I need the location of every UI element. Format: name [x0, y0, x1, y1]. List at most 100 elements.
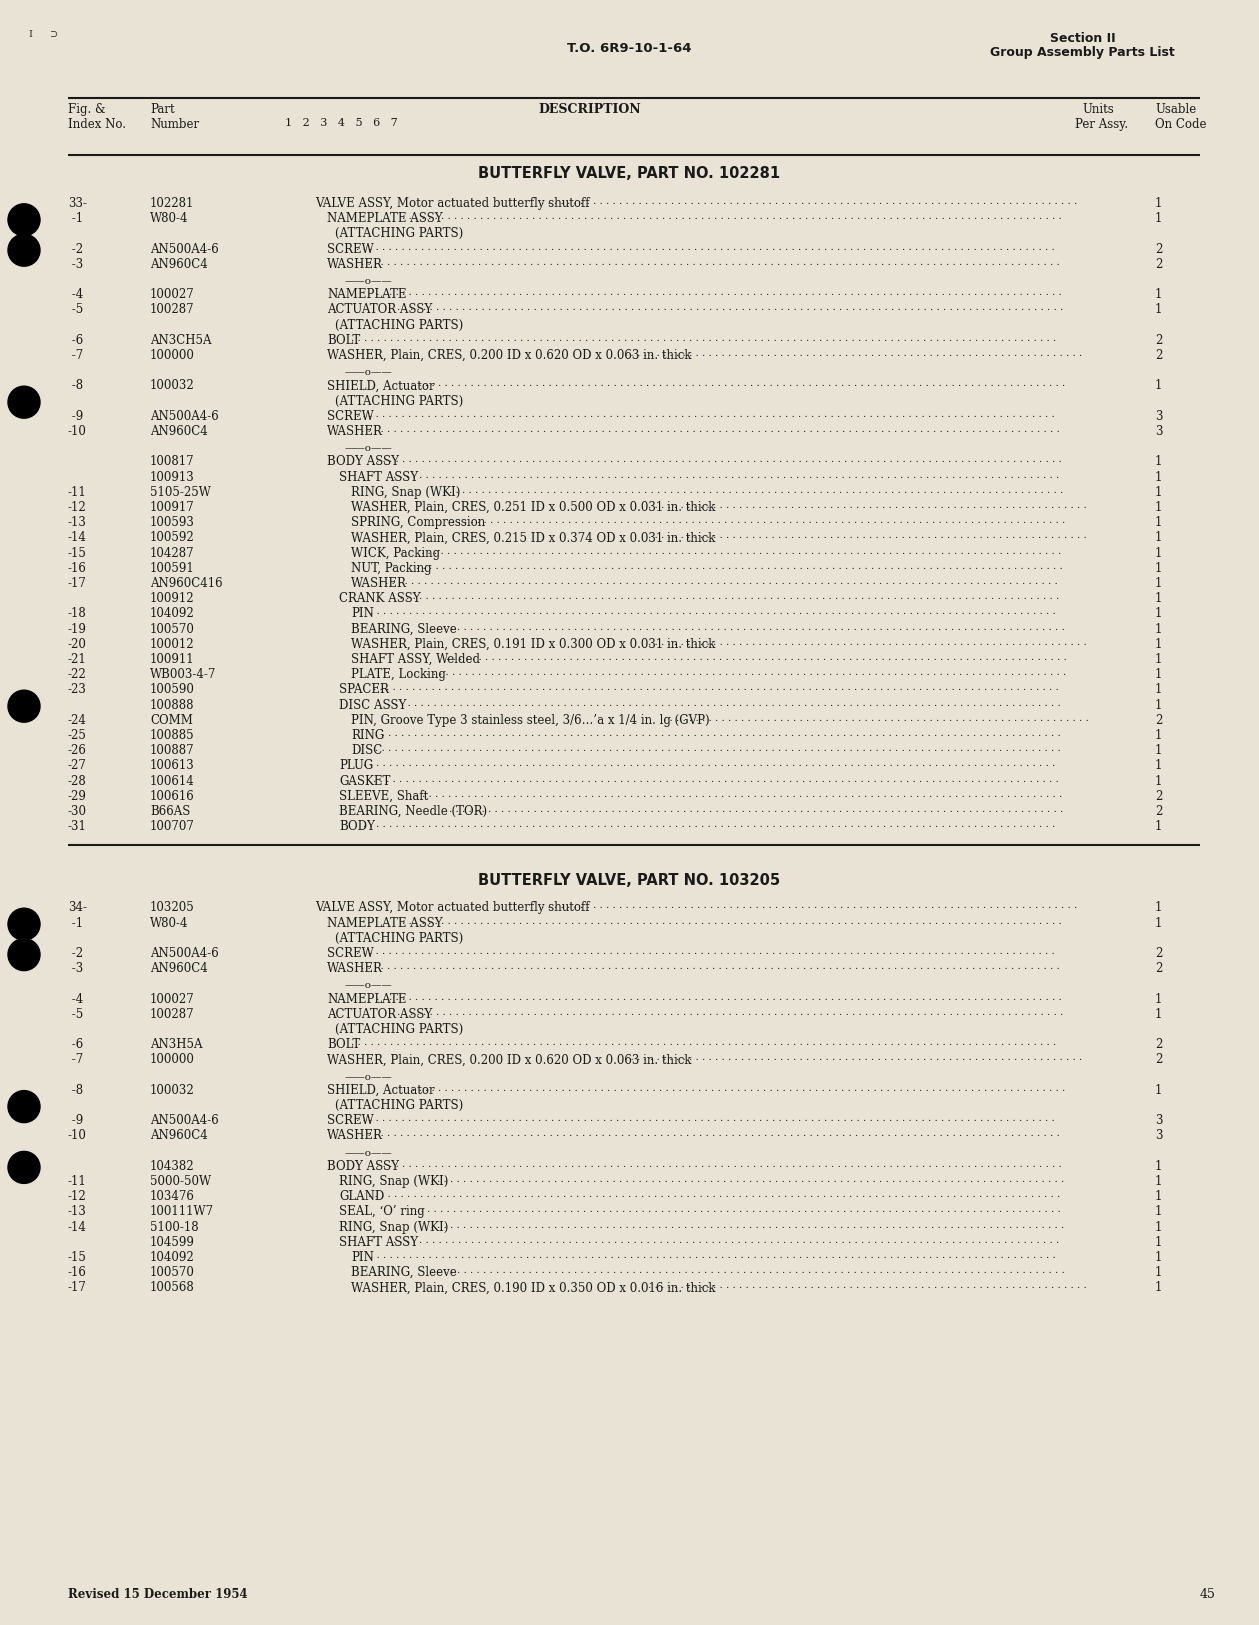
Text: -3: -3	[68, 962, 83, 975]
Text: -7: -7	[68, 1053, 83, 1066]
Text: 1: 1	[1155, 1190, 1162, 1202]
Text: Part: Part	[150, 102, 175, 115]
Text: 1: 1	[1155, 1160, 1162, 1173]
Text: 2: 2	[1155, 1038, 1162, 1051]
Text: 1: 1	[1155, 1235, 1162, 1248]
Text: -15: -15	[68, 546, 87, 559]
Text: SHAFT ASSY: SHAFT ASSY	[339, 471, 418, 484]
Text: -2: -2	[68, 947, 83, 960]
Text: 1: 1	[1155, 744, 1162, 757]
Text: 100591: 100591	[150, 562, 195, 575]
Text: (ATTACHING PARTS): (ATTACHING PARTS)	[335, 395, 463, 408]
Text: . . . . . . . . . . . . . . . . . . . . . . . . . . . . . . . . . . . . . . . . : . . . . . . . . . . . . . . . . . . . . …	[376, 455, 1065, 465]
Text: Section II: Section II	[1050, 32, 1115, 46]
Text: GASKET: GASKET	[339, 775, 390, 788]
Text: NAMEPLATE ASSY: NAMEPLATE ASSY	[327, 213, 443, 226]
Text: PIN: PIN	[351, 608, 374, 621]
Text: . . . . . . . . . . . . . . . . . . . . . . . . . . . . . . . . . . . . . . . . : . . . . . . . . . . . . . . . . . . . . …	[356, 242, 1059, 252]
Text: . . . . . . . . . . . . . . . . . . . . . . . . . . . . . . . . . . . . . . . . : . . . . . . . . . . . . . . . . . . . . …	[409, 790, 1065, 800]
Text: 100590: 100590	[150, 684, 195, 697]
Text: 1: 1	[1155, 486, 1162, 499]
Text: 100887: 100887	[150, 744, 195, 757]
Text: SHIELD, Actuator: SHIELD, Actuator	[327, 1084, 434, 1097]
Text: 1: 1	[1155, 1266, 1162, 1279]
Text: WASHER, Plain, CRES, 0.215 ID x 0.374 OD x 0.031 in. thick: WASHER, Plain, CRES, 0.215 ID x 0.374 OD…	[351, 531, 715, 544]
Text: W80-4: W80-4	[150, 213, 189, 226]
Text: . . . . . . . . . . . . . . . . . . . . . . . . . . . . . . . . . . . . . . . . : . . . . . . . . . . . . . . . . . . . . …	[351, 333, 1060, 343]
Text: . . . . . . . . . . . . . . . . . . . . . . . . . . . . . . . . . . . . . . . . : . . . . . . . . . . . . . . . . . . . . …	[375, 744, 1064, 754]
Text: 100027: 100027	[150, 288, 195, 301]
Text: -12: -12	[68, 500, 87, 514]
Text: -24: -24	[68, 713, 87, 726]
Text: 100111W7: 100111W7	[150, 1206, 214, 1219]
Text: ——o——: ——o——	[345, 276, 393, 286]
Text: 3: 3	[1155, 410, 1162, 422]
Text: T.O. 6R9-10-1-64: T.O. 6R9-10-1-64	[567, 42, 691, 55]
Text: . . . . . . . . . . . . . . . . . . . . . . . . . . . . . . . . . . . . . . . . : . . . . . . . . . . . . . . . . . . . . …	[368, 1190, 1064, 1199]
Text: PLUG: PLUG	[339, 759, 373, 772]
Text: -13: -13	[68, 1206, 87, 1219]
Text: -27: -27	[68, 759, 87, 772]
Text: WASHER: WASHER	[327, 1129, 383, 1142]
Text: . . . . . . . . . . . . . . . . . . . . . . . . . . . . . . . . . . . . . . . . : . . . . . . . . . . . . . . . . . . . . …	[356, 1115, 1059, 1123]
Text: SHAFT ASSY: SHAFT ASSY	[339, 1235, 418, 1248]
Text: . . . . . . . . . . . . . . . . . . . . . . . . . . . . . . . . . . . . . . . . : . . . . . . . . . . . . . . . . . . . . …	[415, 562, 1065, 570]
Text: 1: 1	[1155, 608, 1162, 621]
Text: -16: -16	[68, 1266, 87, 1279]
Text: I: I	[28, 29, 31, 39]
Circle shape	[8, 908, 40, 941]
Text: 1: 1	[1155, 821, 1162, 834]
Text: ——o——: ——o——	[345, 1149, 393, 1157]
Text: AN500A4-6: AN500A4-6	[150, 242, 219, 255]
Text: -17: -17	[68, 577, 87, 590]
Text: . . . . . . . . . . . . . . . . . . . . . . . . . . . . . . . . . . . . . . . . : . . . . . . . . . . . . . . . . . . . . …	[648, 637, 1090, 647]
Text: -23: -23	[68, 684, 87, 697]
Text: BEARING, Needle (TOR): BEARING, Needle (TOR)	[339, 804, 487, 817]
Text: DISC ASSY: DISC ASSY	[339, 699, 407, 712]
Text: AN500A4-6: AN500A4-6	[150, 410, 219, 422]
Text: AN960C4: AN960C4	[150, 426, 208, 439]
Text: 1: 1	[1155, 902, 1162, 915]
Text: (ATTACHING PARTS): (ATTACHING PARTS)	[335, 1098, 463, 1112]
Text: . . . . . . . . . . . . . . . . . . . . . . . . . . . . . . . . . . . . . . . . : . . . . . . . . . . . . . . . . . . . . …	[663, 713, 1092, 723]
Text: 1: 1	[1155, 288, 1162, 301]
Text: -11: -11	[68, 1175, 87, 1188]
Text: -30: -30	[68, 804, 87, 817]
Text: 1: 1	[1155, 622, 1162, 635]
Text: 100032: 100032	[150, 379, 195, 392]
Text: 2: 2	[1155, 333, 1162, 346]
Text: ACTUATOR ASSY: ACTUATOR ASSY	[327, 1008, 432, 1020]
Text: SCREW: SCREW	[327, 947, 374, 960]
Text: SHAFT ASSY, Welded: SHAFT ASSY, Welded	[351, 653, 480, 666]
Text: . . . . . . . . . . . . . . . . . . . . . . . . . . . . . . . . . . . . . . . . : . . . . . . . . . . . . . . . . . . . . …	[541, 197, 1080, 206]
Text: -5: -5	[68, 304, 83, 317]
Text: 3: 3	[1155, 1115, 1162, 1128]
Text: 104382: 104382	[150, 1160, 195, 1173]
Text: PIN: PIN	[351, 1251, 374, 1264]
Circle shape	[8, 234, 40, 266]
Text: 100911: 100911	[150, 653, 195, 666]
Text: BUTTERFLY VALVE, PART NO. 102281: BUTTERFLY VALVE, PART NO. 102281	[478, 166, 781, 180]
Text: WASHER: WASHER	[351, 577, 407, 590]
Text: Revised 15 December 1954: Revised 15 December 1954	[68, 1588, 248, 1601]
Text: -12: -12	[68, 1190, 87, 1202]
Text: AN960C4: AN960C4	[150, 962, 208, 975]
Text: -8: -8	[68, 1084, 83, 1097]
Text: RING: RING	[351, 730, 384, 743]
Text: WICK, Packing: WICK, Packing	[351, 546, 441, 559]
Text: ——o——: ——o——	[345, 444, 393, 453]
Text: -14: -14	[68, 531, 87, 544]
Text: 5105-25W: 5105-25W	[150, 486, 210, 499]
Text: -29: -29	[68, 790, 87, 803]
Text: 104599: 104599	[150, 1235, 195, 1248]
Text: WB003-4-7: WB003-4-7	[150, 668, 217, 681]
Text: (ATTACHING PARTS): (ATTACHING PARTS)	[335, 318, 463, 331]
Text: -7: -7	[68, 349, 83, 362]
Text: 1: 1	[1155, 455, 1162, 468]
Text: . . . . . . . . . . . . . . . . . . . . . . . . . . . . . . . . . . . . . . . . : . . . . . . . . . . . . . . . . . . . . …	[361, 426, 1064, 434]
Text: . . . . . . . . . . . . . . . . . . . . . . . . . . . . . . . . . . . . . . . . : . . . . . . . . . . . . . . . . . . . . …	[414, 1206, 1064, 1214]
Text: 100917: 100917	[150, 500, 195, 514]
Text: 1: 1	[1155, 1175, 1162, 1188]
Text: -1: -1	[68, 213, 83, 226]
Text: AN3H5A: AN3H5A	[150, 1038, 203, 1051]
